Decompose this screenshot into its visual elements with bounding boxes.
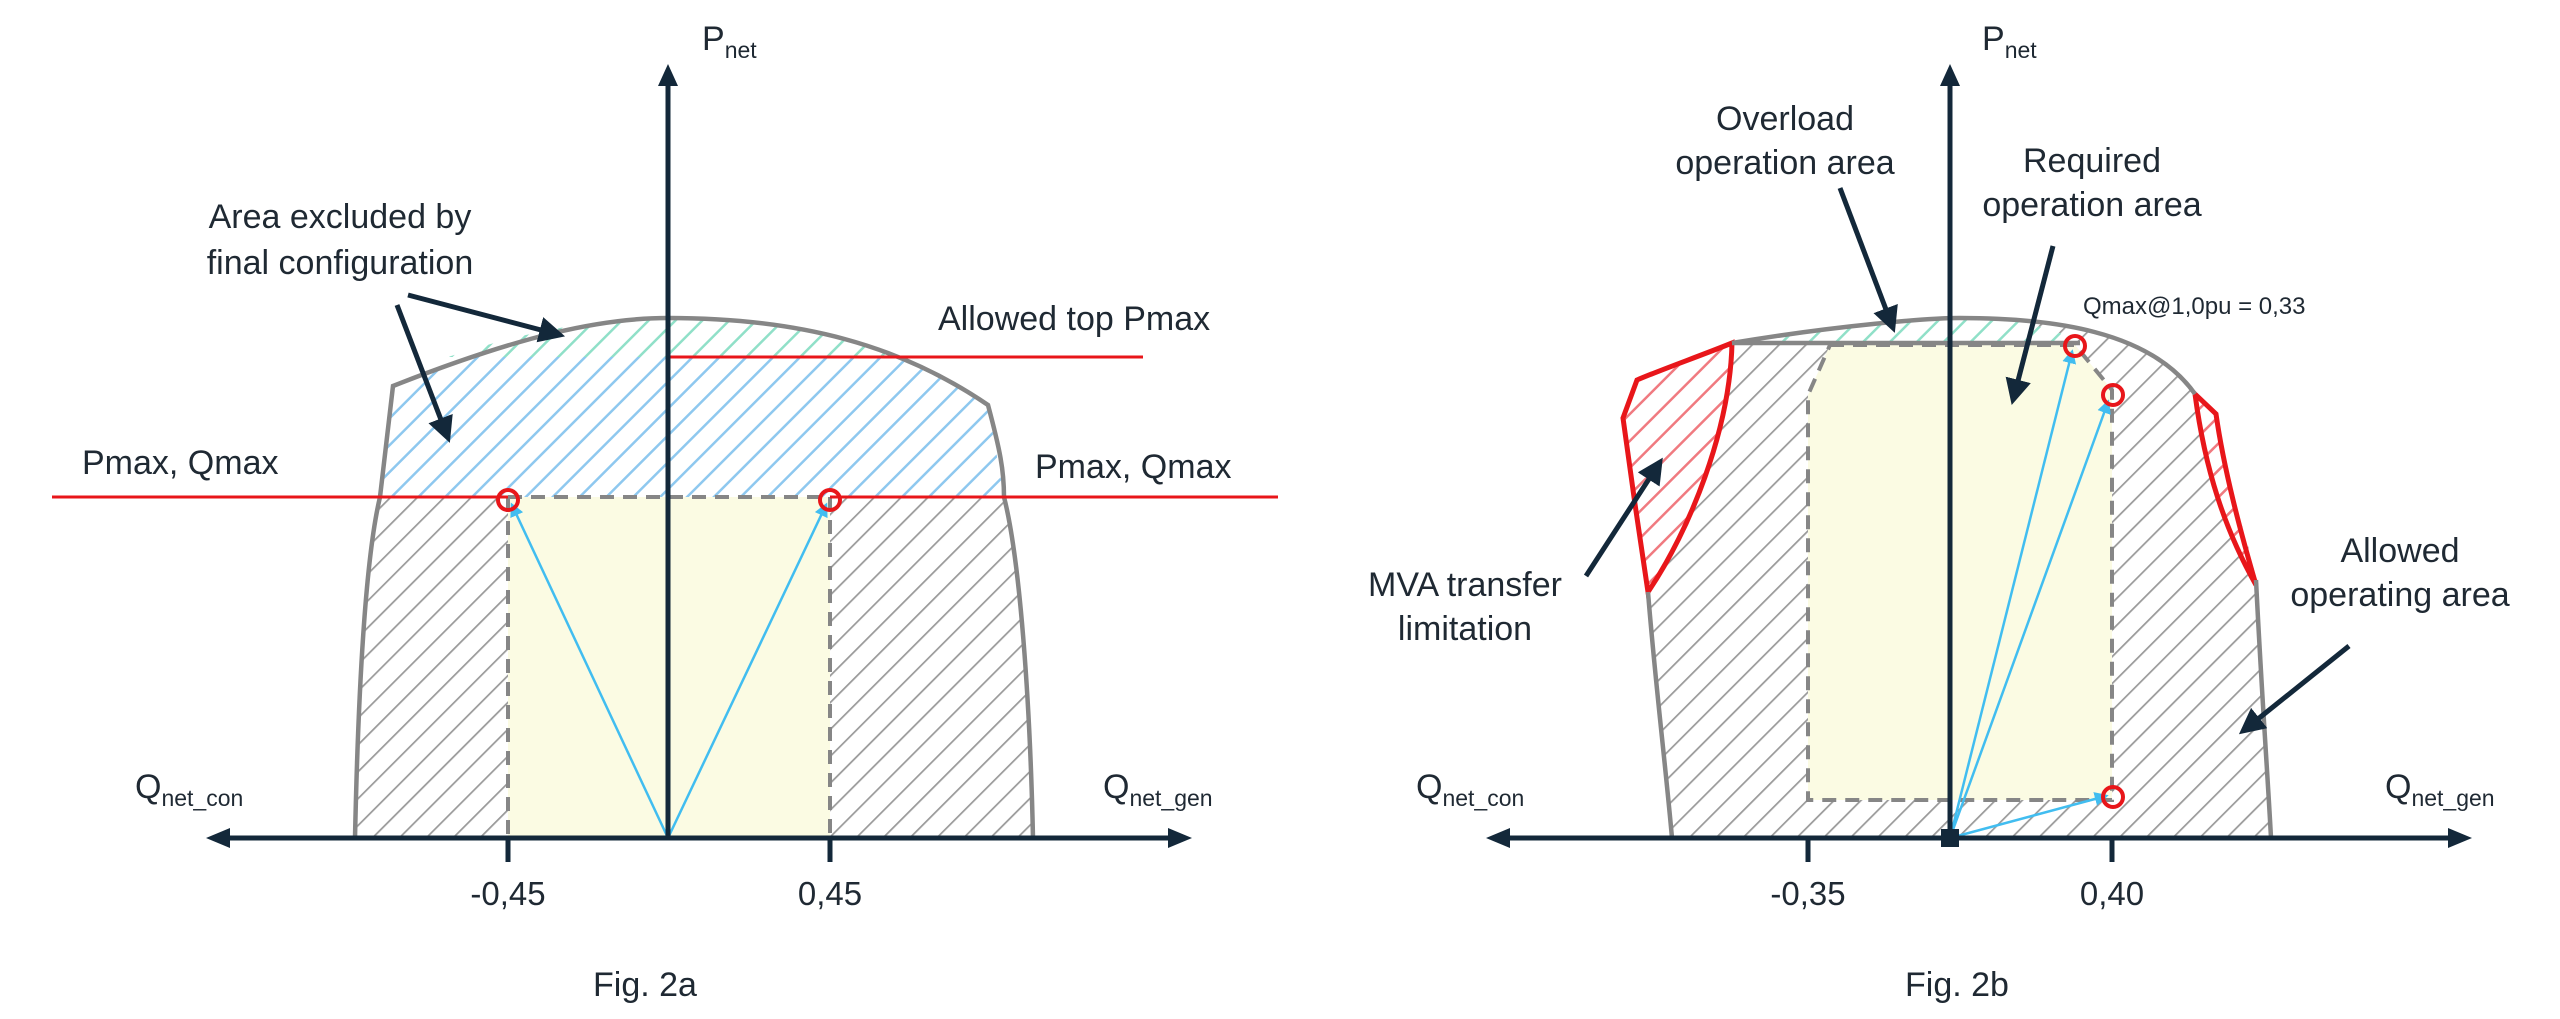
- fig2b-y-label: Pnet: [1982, 20, 2037, 63]
- fig2b-required-label-1: Required: [2023, 142, 2161, 180]
- fig2b-vector-2: [1948, 399, 2111, 839]
- fig2b-mva-label-2: limitation: [1398, 610, 1532, 648]
- fig2a-vector-left: [510, 502, 670, 839]
- fig2b-overload-label-2: operation area: [1675, 144, 1894, 182]
- fig2b-x-label-left: Qnet_con: [1416, 768, 1524, 811]
- fig2a-limit-point-right: [818, 488, 842, 512]
- fig2a-excluded-arrow-bottom: [394, 304, 453, 443]
- fig2b-qmax-note: Qmax@1,0pu = 0,33: [2083, 293, 2306, 320]
- fig2a-x-label-left: Qnet_con: [135, 768, 243, 811]
- fig2b-vector-1: [1948, 349, 2077, 839]
- fig2b-point-qmax: [2063, 334, 2087, 358]
- fig2b-mva-limit-left: [1620, 339, 1735, 599]
- fig2a-tick-label-left: -0,45: [470, 875, 545, 912]
- fig2a-vector-right: [666, 502, 828, 839]
- fig2a-caption: Fig. 2a: [593, 966, 697, 1004]
- fig2b-overload-label-1: Overload: [1716, 100, 1854, 138]
- fig2b-point-lower-right: [2101, 785, 2125, 809]
- fig2b-allowed-arrow: [2238, 644, 2351, 735]
- fig2b-required-label-2: operation area: [1982, 186, 2201, 224]
- fig2a-pmax-label-left: Pmax, Qmax: [82, 444, 278, 482]
- fig2b-caption: Fig. 2b: [1905, 966, 2009, 1004]
- fig2b-allowed-label-1: Allowed: [2340, 532, 2459, 570]
- fig2b-overload-arrow: [1837, 187, 1898, 333]
- fig2a-x-label-right: Qnet_gen: [1103, 768, 1213, 811]
- fig2a-excluded-label-2: final configuration: [207, 244, 474, 282]
- fig2a-excluded-label-1: Area excluded by: [209, 198, 472, 236]
- fig2b-tick-label-right: 0,40: [2080, 875, 2144, 912]
- fig2b-origin-marker: [1941, 829, 1959, 847]
- fig2b-mva-arrow: [1583, 457, 1663, 578]
- fig2b-point-upper-right: [2101, 383, 2125, 407]
- fig-2a: Pnet Qnet_con Qnet_gen -0,45 0,45 Area e…: [52, 20, 1278, 1004]
- fig2a-y-label: Pnet: [702, 20, 757, 63]
- fig2b-mva-label-1: MVA transfer: [1368, 566, 1562, 604]
- fig-2b: Pnet Qnet_con Qnet_gen -0,35 0,40 Overlo…: [1368, 20, 2510, 1004]
- fig2a-limit-point-left: [496, 488, 520, 512]
- fig2a-outline: [352, 315, 1036, 839]
- fig2b-required-arrow: [2005, 245, 2056, 406]
- fig2b-x-label-right: Qnet_gen: [2385, 768, 2495, 811]
- fig2b-tick-label-left: -0,35: [1770, 875, 1845, 912]
- fig2b-allowed-label-2: operating area: [2290, 576, 2509, 614]
- fig2b-required-area: [1806, 343, 2114, 802]
- fig2a-excluded-arrow-top: [407, 292, 566, 343]
- fig2a-allowed-top-label: Allowed top Pmax: [938, 300, 1210, 338]
- fig2b-vector-3: [1949, 792, 2109, 840]
- fig2a-excluded-area: [380, 318, 1004, 497]
- fig2a-pmax-label-right: Pmax, Qmax: [1035, 448, 1231, 486]
- fig2b-outline: [1645, 315, 2274, 839]
- fig2a-tick-label-right: 0,45: [798, 875, 862, 912]
